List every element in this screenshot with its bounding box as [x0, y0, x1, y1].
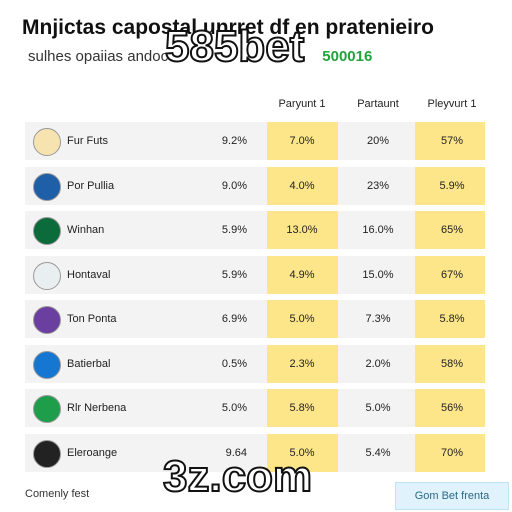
team-name: Rlr Nerbena	[67, 402, 127, 414]
cell-value: 5.9%	[439, 179, 465, 192]
cell-value: 5.8%	[439, 313, 465, 325]
table-row: Hontaval 5.9% 4.9% 15.0% 67%	[25, 255, 485, 294]
highlight	[415, 211, 485, 249]
highlight	[267, 255, 338, 294]
team-logo	[33, 306, 61, 334]
table-row: Winhan 5.9% 13.0% 16.0% 65%	[25, 211, 485, 249]
highlight	[267, 166, 338, 205]
watermark: 585bet	[164, 21, 305, 72]
cell-value: 2.3%	[289, 357, 315, 370]
table-row: Ton Ponta 6.9% 5.0% 7.3% 5.8%	[25, 300, 485, 338]
watermark: 3z.com	[162, 451, 313, 502]
cell-value: 5.4%	[365, 446, 391, 459]
cell-value: 56%	[440, 402, 464, 414]
team-name: Fur Futs	[67, 135, 108, 147]
team-name: Ton Ponta	[67, 313, 117, 325]
cell-value: 4.9%	[289, 268, 315, 281]
cell-value: 70%	[440, 446, 464, 459]
highlight	[267, 122, 338, 160]
cell-value: 5.0%	[289, 446, 315, 459]
cell-value: 67%	[440, 268, 464, 281]
cell-value: 9.2%	[221, 135, 247, 147]
highlight	[267, 389, 338, 427]
title: Mnjictas capostal unrret df en prateniei…	[22, 16, 434, 39]
cell-value: 2.0%	[365, 357, 391, 370]
column-header: Partaunt	[357, 98, 399, 110]
team-logo	[33, 395, 61, 423]
cell-value: 9.0%	[221, 179, 247, 192]
cell-value: 6.9%	[221, 313, 247, 325]
cell-value: 16.0%	[362, 224, 394, 236]
cell-value: 57%	[440, 135, 464, 147]
team-logo	[33, 128, 61, 156]
cell-value: 0.5%	[221, 357, 247, 370]
cell-value: 5.0%	[289, 313, 315, 325]
table-row: Fur Futs 9.2% 7.0% 20% 57%	[25, 122, 485, 160]
team-logo	[33, 261, 61, 290]
table-row: Batierbal 0.5% 2.3% 2.0% 58%	[25, 344, 485, 383]
table-row: Eleroange 9.64 5.0% 5.4% 70%	[25, 433, 485, 472]
highlight	[267, 211, 338, 249]
cell-value: 7.0%	[289, 135, 315, 147]
team-name: Winhan	[67, 224, 105, 236]
cell-value: 20%	[366, 135, 390, 147]
team-name: Hontaval	[67, 268, 111, 281]
highlight	[415, 255, 485, 294]
cell-value: 5.9%	[221, 224, 247, 236]
cell-value: 23%	[366, 179, 390, 192]
highlight	[415, 122, 485, 160]
cell-value: 4.0%	[289, 179, 315, 192]
cell-value: 5.0%	[365, 402, 391, 414]
team-logo	[33, 217, 61, 245]
column-header: Paryunt 1	[278, 98, 326, 110]
highlight	[415, 300, 485, 338]
highlight	[267, 433, 338, 472]
team-name: Eleroange	[67, 446, 118, 459]
highlight	[267, 300, 338, 338]
button[interactable]: Gom Bet frenta	[395, 482, 509, 510]
subtitle-code: 500016	[322, 48, 373, 65]
cell-value: 7.3%	[365, 313, 391, 325]
highlight	[415, 166, 485, 205]
subtitle-text: sulhes opaiias andoc	[28, 48, 169, 65]
cell-value: 65%	[440, 224, 464, 236]
column-header: Pleyvurt 1	[427, 98, 477, 110]
highlight	[415, 389, 485, 427]
footer-text: Comenly fest	[25, 488, 90, 500]
team-name: Por Pullia	[67, 179, 115, 192]
subtitle: sulhes opaiias andoc 500016	[28, 48, 372, 65]
team-logo	[33, 172, 61, 201]
cell-value: 15.0%	[362, 268, 394, 281]
team-name: Batierbal	[67, 357, 111, 370]
cell-value: 5.9%	[221, 268, 247, 281]
team-logo	[33, 439, 61, 468]
table-row: Rlr Nerbena 5.0% 5.8% 5.0% 56%	[25, 389, 485, 427]
table-row: Por Pullia 9.0% 4.0% 23% 5.9%	[25, 166, 485, 205]
cell-value: 58%	[440, 357, 464, 370]
highlight	[415, 344, 485, 383]
cell-value: 5.8%	[289, 402, 315, 414]
highlight	[415, 433, 485, 472]
cell-value: 5.0%	[221, 402, 247, 414]
cell-value: 9.64	[225, 446, 247, 459]
cell-value: 13.0%	[286, 224, 318, 236]
team-logo	[33, 350, 61, 379]
highlight	[267, 344, 338, 383]
